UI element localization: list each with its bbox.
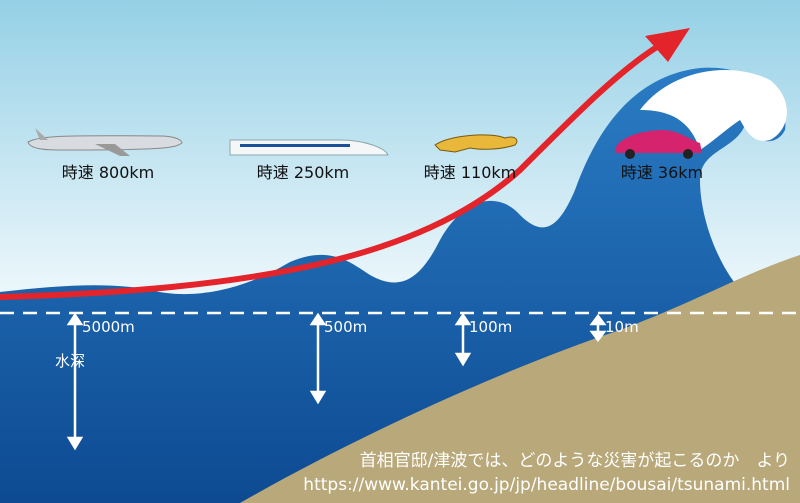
- depth-value: 5000m: [82, 318, 135, 336]
- depth-arrows: [66, 312, 607, 451]
- depth-value: 500m: [324, 318, 367, 336]
- train-icon: [229, 139, 389, 156]
- source-title: 首相官邸/津波では、どのような災害が起こるのか より: [360, 451, 790, 471]
- speed-arrow: [0, 42, 662, 300]
- arrow-head: [645, 28, 690, 62]
- seabed: [240, 255, 800, 503]
- depth-label: 水深: [55, 352, 85, 370]
- cheetah-icon: [434, 134, 518, 153]
- speed-label: 時速 36km: [621, 163, 703, 182]
- car-icon: [615, 130, 702, 159]
- depth-value: 10m: [605, 318, 639, 336]
- source-url: https://www.kantei.go.jp/jp/headline/bou…: [303, 475, 790, 495]
- airplane-icon: [27, 128, 183, 156]
- speed-label: 時速 800km: [62, 163, 154, 182]
- speed-label: 時速 250km: [257, 163, 349, 182]
- wave-crest: [640, 70, 787, 150]
- depth-value: 100m: [469, 318, 512, 336]
- speed-label: 時速 110km: [424, 163, 516, 182]
